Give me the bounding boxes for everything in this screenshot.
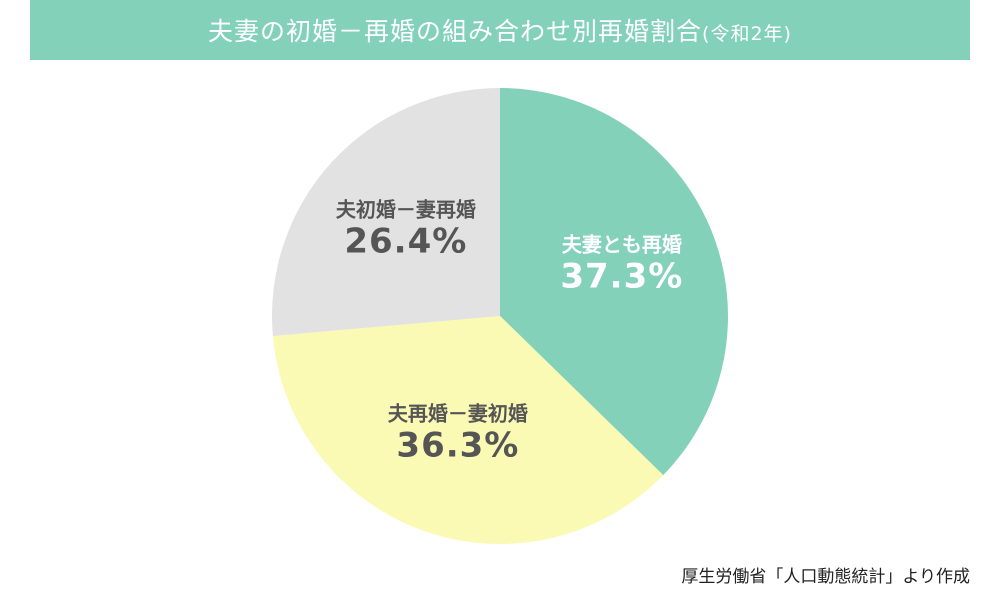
slice-name-2: 夫再婚－妻初婚 bbox=[387, 401, 528, 426]
slice-value-2: 36.3% bbox=[396, 425, 520, 466]
slice-label-2: 夫再婚－妻初婚 36.3% bbox=[388, 402, 528, 467]
slice-name-3: 夫初婚－妻再婚 bbox=[335, 197, 476, 222]
slice-label-3: 夫初婚－妻再婚 26.4% bbox=[336, 197, 476, 262]
pie-slice-2 bbox=[272, 316, 664, 544]
slice-value-1: 37.3% bbox=[560, 256, 684, 297]
slice-name-1: 夫妻とも再婚 bbox=[561, 232, 682, 257]
chart-title-suffix: (令和2年) bbox=[702, 23, 792, 45]
title-bar: 夫妻の初婚－再婚の組み合わせ別再婚割合(令和2年) bbox=[30, 0, 970, 60]
pie-slice-3 bbox=[272, 88, 500, 337]
slice-value-3: 26.4% bbox=[344, 221, 468, 262]
chart-title: 夫妻の初婚－再婚の組み合わせ別再婚割合(令和2年) bbox=[208, 17, 792, 46]
slice-label-1: 夫妻とも再婚 37.3% bbox=[560, 232, 683, 297]
source-note: 厚生労働省「人口動態統計」より作成 bbox=[681, 567, 970, 587]
pie-slice-1 bbox=[500, 88, 728, 476]
